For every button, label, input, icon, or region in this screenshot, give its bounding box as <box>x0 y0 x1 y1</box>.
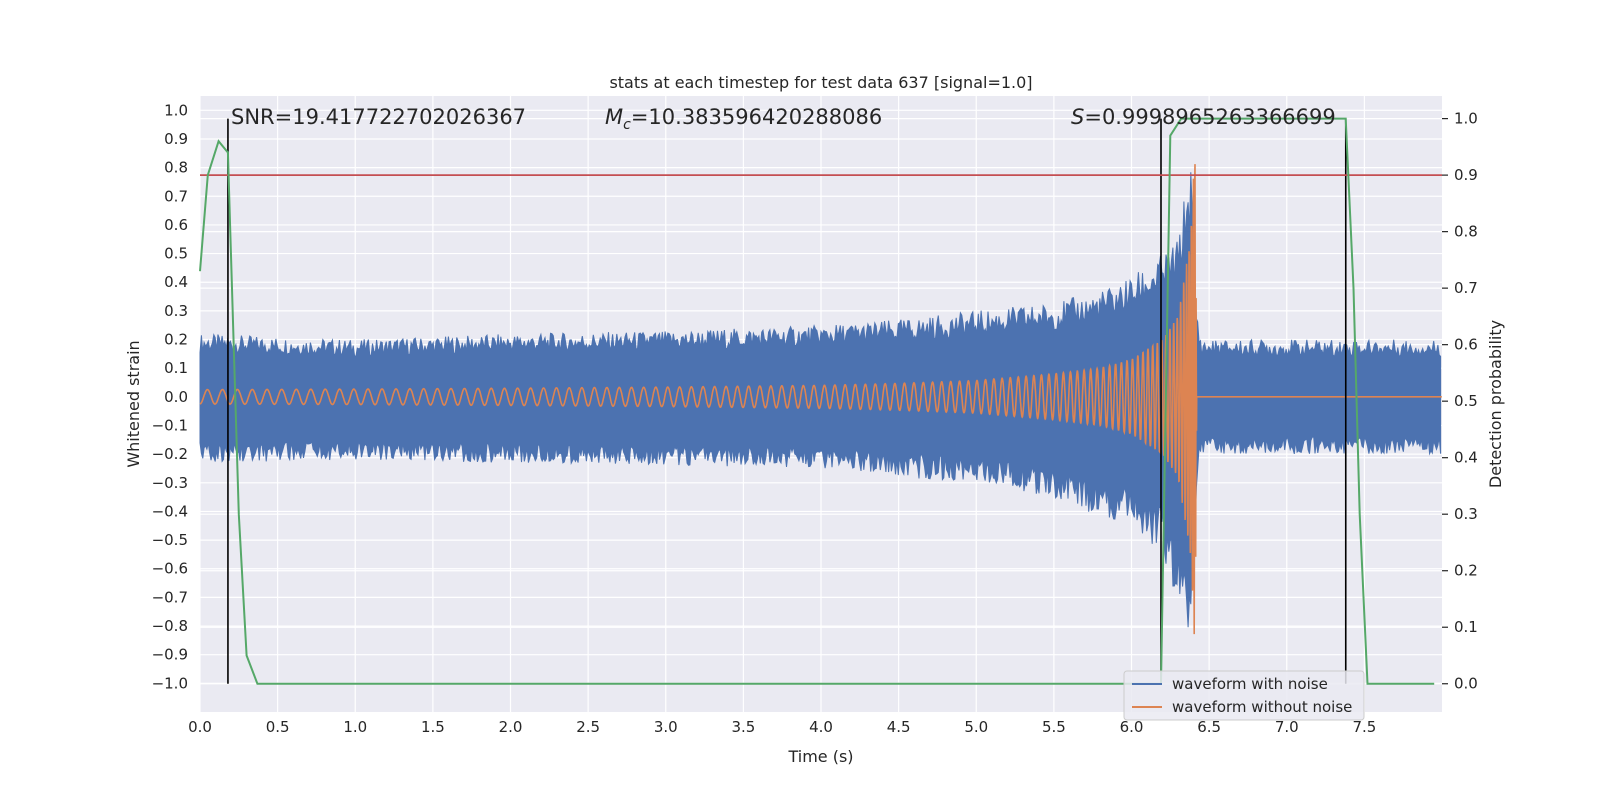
y-left-tick-label: 0.3 <box>164 302 188 320</box>
y-right-tick-label: 0.1 <box>1454 618 1478 636</box>
y-right-tick-label: 0.7 <box>1454 279 1478 297</box>
y-left-tick-label: 1.0 <box>164 101 188 119</box>
y-left-tick-label: −0.7 <box>152 588 188 606</box>
x-tick-label: 4.0 <box>809 718 833 736</box>
chirp-mass-subscript: c <box>623 117 631 133</box>
series-detection-probability <box>199 117 1435 685</box>
y-right-tick-label: 0.6 <box>1454 336 1478 354</box>
x-ticks: 0.0 0.5 1.0 1.5 2.0 2.5 3.0 3.5 4.0 4.5 5.0 5.5 6.0 6… <box>188 718 1376 736</box>
y-left-tick-label: −0.3 <box>152 474 188 492</box>
y-right-tick-label: 1.0 <box>1454 110 1478 128</box>
x-axis-label: Time (s) <box>787 747 853 766</box>
y-left-tick-label: −1.0 <box>152 674 188 692</box>
y-right-tick-label: 0.2 <box>1454 562 1478 580</box>
y-left-tick-label: 0.1 <box>164 359 188 377</box>
legend: waveform with noise waveform without noi… <box>1123 670 1365 721</box>
x-tick-label: 5.5 <box>1042 718 1066 736</box>
y-left-tick-label: −0.1 <box>152 416 188 434</box>
x-tick-label: 2.5 <box>576 718 600 736</box>
x-tick-label: 0.0 <box>188 718 212 736</box>
series-waveform-without-noise <box>199 164 1442 635</box>
x-tick-label: 3.5 <box>731 718 755 736</box>
vertical-markers <box>227 118 1347 684</box>
x-tick-label: 0.5 <box>266 718 290 736</box>
series-layer <box>199 164 1442 635</box>
x-tick-label: 7.5 <box>1352 718 1376 736</box>
y-left-tick-label: 0.2 <box>164 331 188 349</box>
legend-box <box>1123 670 1365 721</box>
y-right-tick-label: 0.0 <box>1454 675 1478 693</box>
y-left-tick-label: 0.6 <box>164 216 188 234</box>
y-left-tick-label: −0.4 <box>152 502 188 520</box>
x-tick-label: 5.0 <box>964 718 988 736</box>
y-left-tick-label: −0.6 <box>152 560 188 578</box>
x-tick-label: 6.5 <box>1197 718 1221 736</box>
x-tick-label: 1.5 <box>421 718 445 736</box>
snr-annotation: SNR=19.417722702026367 <box>231 105 526 129</box>
y-right-tick-label: 0.8 <box>1454 223 1478 241</box>
y-left-tick-label: −0.5 <box>152 531 188 549</box>
y-left-tick-label: −0.8 <box>152 617 188 635</box>
x-tick-label: 7.0 <box>1275 718 1299 736</box>
y-left-tick-label: 0.4 <box>164 273 188 291</box>
y-right-ticks: 1.0 0.9 0.8 0.7 0.6 0.5 0.4 0.3 0.2 0.1 0.0 <box>1442 110 1478 693</box>
y-left-axis-label: Whitened strain <box>124 340 143 467</box>
y-left-tick-label: 0.8 <box>164 159 188 177</box>
y-right-tick-label: 0.9 <box>1454 166 1478 184</box>
significance-annotation: S=0.9998965263366699 <box>1071 105 1336 129</box>
x-tick-label: 2.0 <box>499 718 523 736</box>
y-left-ticks: 1.0 0.9 0.8 0.7 0.6 0.5 0.4 0.3 0.2 0.1 0.0 −0.1 −0.… <box>152 101 188 692</box>
y-left-tick-label: 0.0 <box>164 388 188 406</box>
y-right-tick-label: 0.3 <box>1454 505 1478 523</box>
chirp-mass-symbol: M <box>605 105 623 129</box>
y-left-tick-label: 0.5 <box>164 245 188 263</box>
x-tick-label: 3.0 <box>654 718 678 736</box>
y-left-tick-label: 0.9 <box>164 130 188 148</box>
y-left-tick-label: −0.9 <box>152 646 188 664</box>
significance-value: =0.9998965263366699 <box>1084 105 1335 129</box>
x-tick-label: 4.5 <box>887 718 911 736</box>
y-left-tick-label: 0.7 <box>164 187 188 205</box>
legend-label-noise: waveform with noise <box>1172 675 1328 693</box>
y-right-axis-label: Detection probability <box>1486 320 1505 488</box>
y-right-tick-label: 0.4 <box>1454 449 1478 467</box>
y-left-tick-label: −0.2 <box>152 445 188 463</box>
y-right-tick-label: 0.5 <box>1454 392 1478 410</box>
x-tick-label: 6.0 <box>1120 718 1144 736</box>
chirp-mass-annotation: Mc=10.383596420288086 <box>605 105 882 133</box>
chart-title: stats at each timestep for test data 637… <box>609 73 1032 92</box>
legend-label-clean: waveform without noise <box>1172 698 1352 716</box>
series-waveform-with-noise <box>199 172 1442 628</box>
chirp-mass-value: =10.383596420288086 <box>631 105 882 129</box>
x-tick-label: 1.0 <box>343 718 367 736</box>
significance-symbol: S <box>1071 105 1084 129</box>
